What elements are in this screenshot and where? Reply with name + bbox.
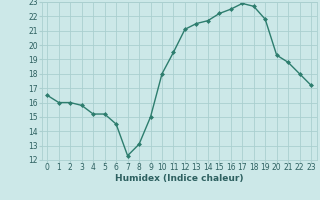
X-axis label: Humidex (Indice chaleur): Humidex (Indice chaleur) (115, 174, 244, 183)
